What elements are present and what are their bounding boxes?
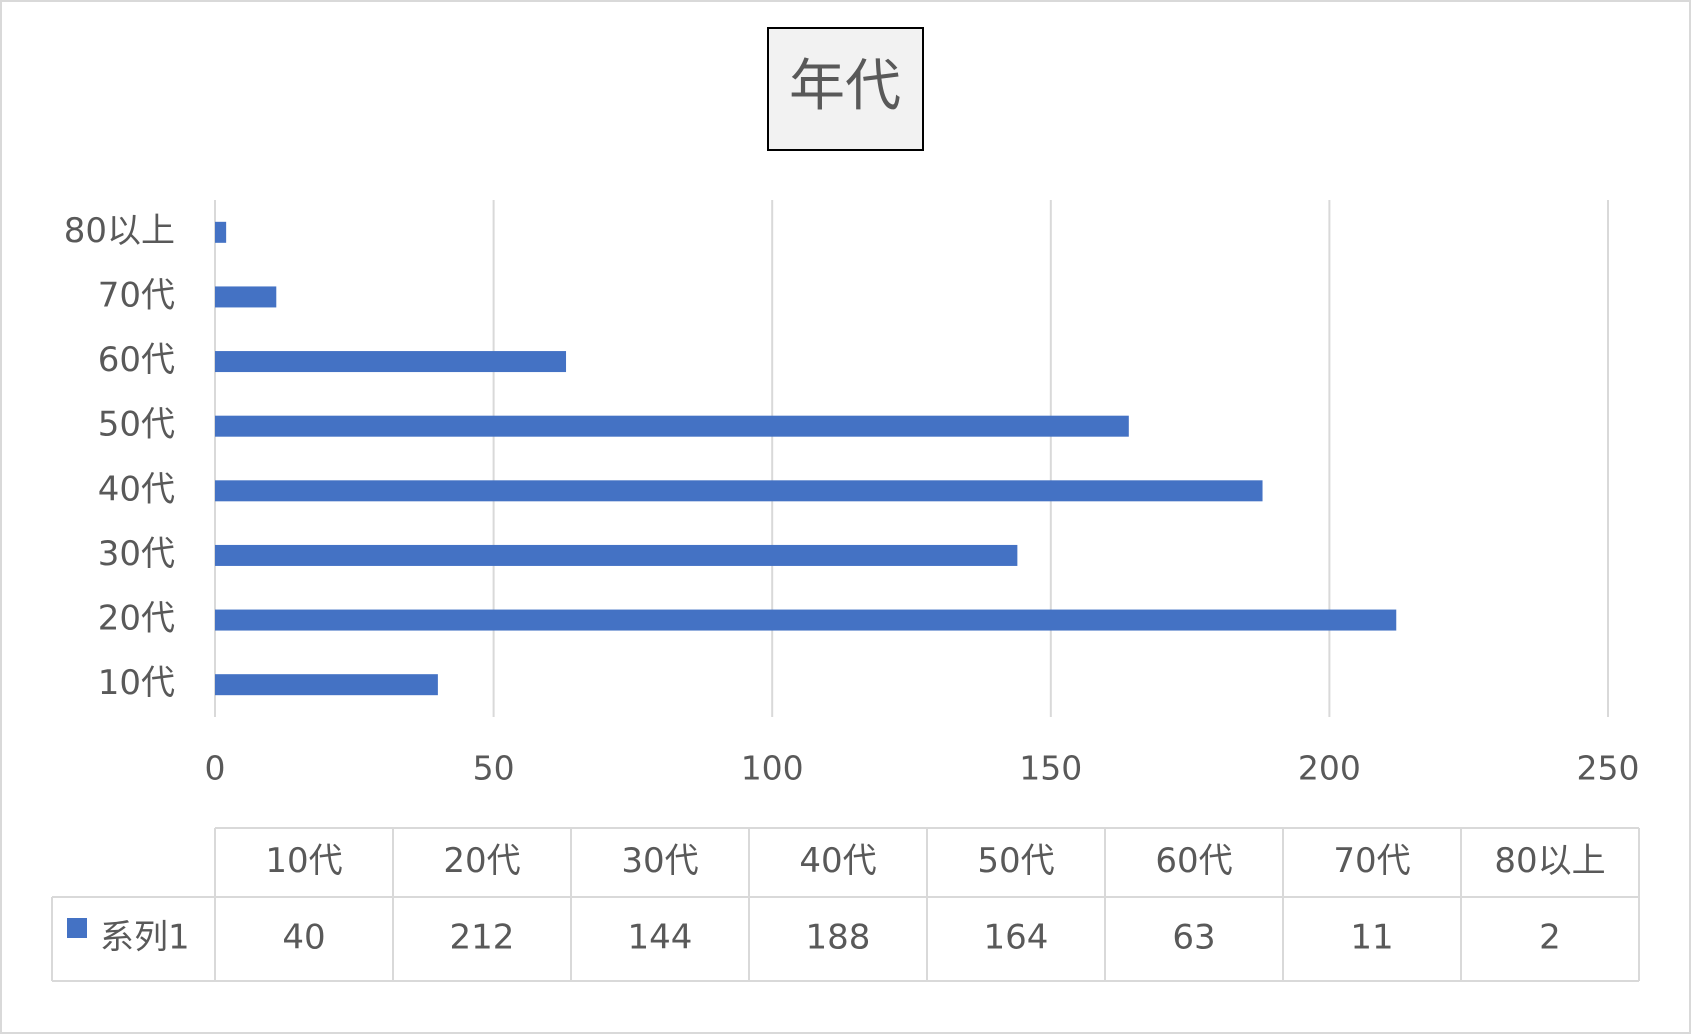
chart-title: 年代: [789, 54, 901, 119]
table-header: 20代: [443, 841, 520, 881]
table-value: 63: [1172, 918, 1215, 958]
table-value: 212: [450, 918, 515, 958]
x-tick-label: 100: [741, 749, 804, 788]
bar: [215, 480, 1263, 502]
legend-swatch: [67, 918, 87, 938]
y-tick-label: 80以上: [64, 211, 175, 251]
table-header: 30代: [621, 841, 698, 881]
table-header: 40代: [799, 841, 876, 881]
table-header: 70代: [1333, 841, 1410, 881]
legend-label: 系列1: [100, 918, 190, 958]
bar: [215, 674, 438, 696]
bar: [215, 221, 227, 243]
table-value: 144: [628, 918, 693, 958]
table-value: 164: [984, 918, 1049, 958]
y-tick-label: 20代: [98, 599, 175, 639]
bar: [215, 415, 1129, 437]
title-box: [767, 27, 924, 151]
y-tick-label: 40代: [98, 469, 175, 509]
x-tick-label: 0: [205, 749, 226, 788]
table-header: 80以上: [1494, 841, 1605, 881]
table-header: 10代: [265, 841, 342, 881]
x-tick-label: 250: [1577, 749, 1640, 788]
bar: [215, 609, 1397, 631]
table-header: 50代: [977, 841, 1054, 881]
x-tick-label: 150: [1019, 749, 1082, 788]
table-value: 11: [1350, 918, 1393, 958]
table-value: 40: [282, 918, 325, 958]
y-tick-label: 10代: [98, 663, 175, 703]
y-tick-label: 60代: [98, 340, 175, 380]
table-value: 188: [806, 918, 871, 958]
bar: [215, 286, 277, 308]
bar: [215, 544, 1018, 566]
y-tick-label: 70代: [98, 275, 175, 315]
table-header: 60代: [1155, 841, 1232, 881]
bar: [215, 351, 567, 373]
y-tick-label: 30代: [98, 534, 175, 574]
x-tick-label: 200: [1298, 749, 1361, 788]
x-tick-label: 50: [473, 749, 515, 788]
y-tick-label: 50代: [98, 405, 175, 445]
table-value: 2: [1539, 918, 1561, 958]
